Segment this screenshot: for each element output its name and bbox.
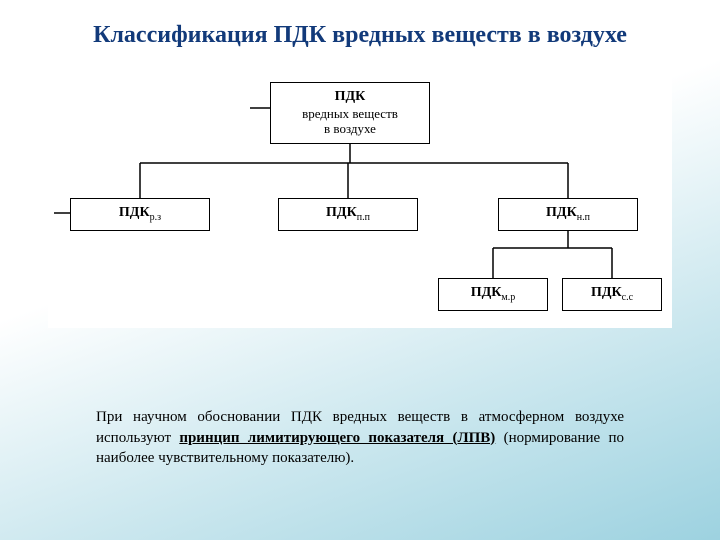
page-title: Классификация ПДК вредных веществ в возд… xyxy=(0,22,720,49)
classification-diagram: ПДК вредных веществ в воздухе ПДКр.з ПДК… xyxy=(48,78,672,328)
node-pdk-np: ПДКн.п xyxy=(498,198,638,231)
node-pdk-ss-label: ПДК xyxy=(591,285,622,300)
node-pdk-mr: ПДКм.р xyxy=(438,278,548,311)
node-pdk-np-sub: н.п xyxy=(577,212,590,223)
node-root: ПДК вредных веществ в воздухе xyxy=(270,82,430,144)
node-pdk-ss: ПДКс.с xyxy=(562,278,662,311)
node-root-line3: в воздухе xyxy=(275,121,425,137)
node-pdk-rz-label: ПДК xyxy=(119,205,150,220)
node-pdk-pp-label: ПДК xyxy=(326,205,357,220)
node-pdk-ss-sub: с.с xyxy=(622,292,633,303)
node-pdk-rz: ПДКр.з xyxy=(70,198,210,231)
node-pdk-mr-sub: м.р xyxy=(501,292,515,303)
node-root-line2: вредных веществ xyxy=(275,106,425,122)
description-paragraph: При научном обосновании ПДК вредных веще… xyxy=(96,407,624,468)
node-pdk-pp: ПДКп.п xyxy=(278,198,418,231)
node-pdk-rz-sub: р.з xyxy=(150,212,161,223)
node-pdk-np-label: ПДК xyxy=(546,205,577,220)
node-root-line1: ПДК xyxy=(275,89,425,106)
node-pdk-pp-sub: п.п xyxy=(357,212,370,223)
node-pdk-mr-label: ПДК xyxy=(471,285,502,300)
para-underline: принцип лимитирующего показателя (ЛПВ) xyxy=(179,430,495,446)
